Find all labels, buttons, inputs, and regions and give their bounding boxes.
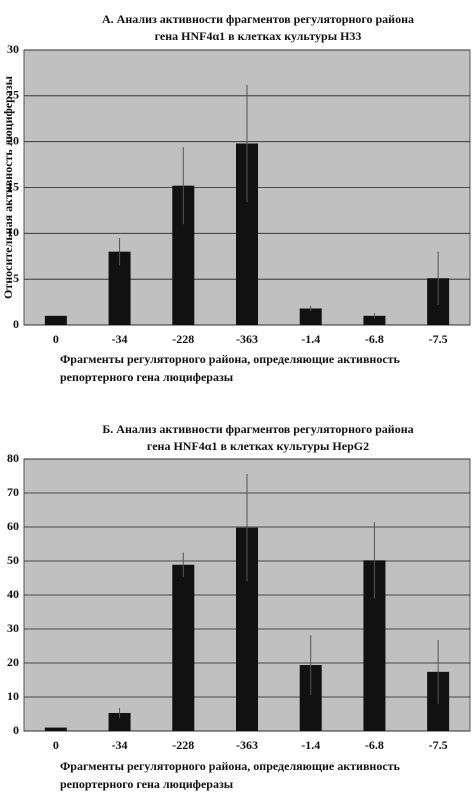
- y-tick-label: 0: [13, 317, 19, 331]
- y-tick-label: 30: [7, 42, 19, 56]
- bar: [44, 727, 67, 731]
- x-tick-label: -1.4: [301, 332, 320, 346]
- y-tick-label: 15: [7, 179, 19, 193]
- x-tick-label: -1.4: [301, 738, 320, 752]
- y-tick-label: 5: [13, 271, 19, 285]
- x-axis-label: репортерного гена люциферазы: [60, 370, 234, 384]
- x-tick-label: -228: [172, 738, 194, 752]
- chart-title: А. Анализ активности фрагментов регулято…: [102, 12, 414, 26]
- bar: [44, 315, 67, 325]
- bar: [363, 315, 386, 325]
- x-axis-label: Фрагменты регуляторного района, определя…: [60, 352, 401, 366]
- x-tick-label: -363: [236, 332, 258, 346]
- bar: [108, 251, 131, 325]
- x-tick-label: -6.8: [365, 738, 384, 752]
- y-tick-label: 60: [7, 519, 19, 533]
- y-tick-label: 80: [7, 451, 19, 465]
- bar: [236, 527, 258, 731]
- y-tick-label: 50: [7, 553, 19, 567]
- chart-title: гена HNF4α1 в клетках культуры HepG2: [147, 439, 369, 453]
- y-tick-label: 10: [7, 689, 19, 703]
- bar: [172, 564, 195, 731]
- y-tick-label: 0: [13, 723, 19, 737]
- chart-title: гена HNF4α1 в клетках культуры H33: [155, 29, 362, 43]
- y-tick-label: 40: [7, 587, 19, 601]
- x-tick-label: -363: [236, 738, 258, 752]
- y-tick-label: 25: [7, 88, 19, 102]
- bar: [299, 665, 322, 731]
- y-tick-label: 10: [7, 225, 19, 239]
- bar: [299, 308, 322, 325]
- y-tick-label: 30: [7, 621, 19, 635]
- chart-title: Б. Анализ активности фрагментов регулято…: [102, 422, 413, 436]
- y-axis-label: Относительная активность люциферазы: [1, 75, 15, 299]
- y-tick-label: 70: [7, 485, 19, 499]
- x-tick-label: -34: [112, 738, 128, 752]
- y-tick-label: 20: [7, 655, 19, 669]
- x-tick-label: -6.8: [365, 332, 384, 346]
- x-tick-label: -34: [112, 332, 128, 346]
- x-tick-label: 0: [53, 332, 59, 346]
- bar: [108, 712, 131, 731]
- x-tick-label: -7.5: [429, 332, 448, 346]
- x-tick-label: 0: [53, 738, 59, 752]
- bar: [236, 143, 258, 325]
- x-axis-label: Фрагменты регуляторного района, определя…: [60, 759, 401, 773]
- x-tick-label: -7.5: [429, 738, 448, 752]
- x-axis-label: репортерного гена люциферазы: [60, 777, 234, 791]
- x-tick-label: -228: [172, 332, 194, 346]
- bar: [363, 560, 386, 731]
- y-tick-label: 20: [7, 133, 19, 147]
- bar: [172, 185, 195, 325]
